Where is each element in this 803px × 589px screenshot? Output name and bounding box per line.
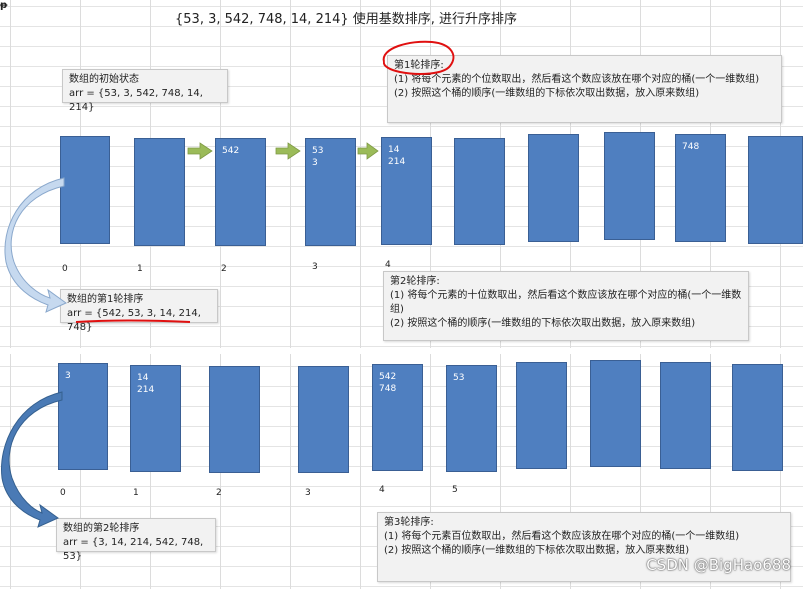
round1-index-1: 1 — [137, 264, 143, 274]
round1-bucket-8: 748 — [675, 134, 726, 242]
round1-bucket-0 — [60, 136, 110, 244]
green-arrow-3 — [357, 142, 379, 160]
round2-index-4: 4 — [379, 485, 385, 495]
round1-bucket-1 — [134, 138, 185, 246]
round2-bucket-4-value: 542 — [379, 372, 397, 382]
round2-bucket-4: 542 748 — [372, 364, 423, 471]
round3-note: 第3轮排序: (1) 将每个元素百位数取出，然后看这个数应该放在哪个对应的桶(一… — [377, 512, 791, 582]
round2-index-3: 3 — [305, 488, 311, 498]
green-arrow-1 — [187, 142, 213, 160]
round2-note-heading: 第2轮排序: — [390, 276, 440, 287]
red-annotation-circle — [382, 40, 455, 75]
round1-bucket-2: 542 — [215, 138, 266, 246]
round2-bucket-9 — [732, 364, 783, 471]
round1-bucket-4-value: 214 — [388, 157, 406, 167]
round1-result-value: arr = {542, 53, 3, 14, 214, 748} — [67, 308, 201, 333]
round1-index-0: 0 — [62, 264, 68, 274]
round2-index-0: 0 — [60, 488, 66, 498]
round1-bucket-7 — [604, 132, 655, 240]
round1-note-step1: (1) 将每个元素的个位数取出，然后看这个数应该放在哪个对应的桶(一个一维数组) — [394, 74, 760, 85]
round2-bucket-2 — [209, 366, 260, 473]
round2-bucket-0-value: 3 — [65, 371, 71, 381]
round1-index-2: 2 — [221, 264, 227, 274]
watermark: CSDN @BigHao688 — [646, 556, 791, 574]
round2-bucket-0: 3 — [58, 363, 108, 470]
round2-result-value: arr = {3, 14, 214, 542, 748, 53} — [63, 537, 204, 562]
round1-index-3: 3 — [312, 262, 318, 272]
round1-result-heading: 数组的第1轮排序 — [67, 294, 144, 305]
round1-note: 第1轮排序: (1) 将每个元素的个位数取出，然后看这个数应该放在哪个对应的桶(… — [387, 55, 782, 123]
round1-note-step2: (2) 按照这个桶的顺序(一维数组的下标依次取出数据，放入原来数组) — [394, 88, 700, 99]
round2-bucket-6 — [516, 362, 567, 469]
initial-state-value: arr = {53, 3, 542, 748, 14, 214} — [69, 88, 203, 113]
round2-bucket-1: 14 214 — [130, 365, 181, 472]
round1-bucket-5 — [454, 138, 505, 245]
round2-index-5: 5 — [452, 485, 458, 495]
round1-bucket-6 — [528, 134, 579, 242]
red-annotation-underline — [75, 319, 191, 323]
round2-bucket-1-value: 214 — [137, 385, 155, 395]
round3-note-step1: (1) 将每个元素百位数取出，然后看这个数应该放在哪个对应的桶(一个一维数组) — [384, 531, 740, 542]
curved-arrow-round2 — [1, 391, 63, 528]
round2-bucket-7 — [590, 360, 641, 467]
page-title: {53, 3, 542, 748, 14, 214} 使用基数排序, 进行升序排… — [175, 12, 518, 27]
round2-bucket-4-value: 748 — [379, 384, 397, 394]
round2-note-step1: (1) 将每个元素的十位数取出，然后看这个数应该放在哪个对应的桶(一个一维数组) — [390, 290, 742, 315]
initial-state-heading: 数组的初始状态 — [69, 74, 139, 85]
curved-arrow-round1 — [4, 177, 67, 313]
round2-note-step2: (2) 按照这个桶的顺序(一维数组的下标依次取出数据，放入原来数组) — [390, 318, 696, 329]
corner-mark: ᵽ — [0, 0, 8, 11]
initial-state-note: 数组的初始状态 arr = {53, 3, 542, 748, 14, 214} — [62, 69, 228, 113]
round1-result-note: 数组的第1轮排序 arr = {542, 53, 3, 14, 214, 748… — [60, 289, 218, 333]
round2-bucket-5-value: 53 — [453, 373, 465, 383]
round3-note-heading: 第3轮排序: — [384, 517, 434, 528]
green-arrow-2 — [275, 142, 301, 160]
round2-index-2: 2 — [216, 488, 222, 498]
round1-bucket-4-value: 14 — [388, 145, 400, 155]
round2-bucket-5: 53 — [446, 365, 497, 472]
round1-bucket-2-value: 542 — [222, 146, 240, 156]
round2-index-1: 1 — [133, 488, 139, 498]
round1-bucket-3-value: 3 — [312, 158, 318, 168]
round2-bucket-8 — [660, 362, 711, 469]
section-divider — [0, 348, 803, 354]
round2-note: 第2轮排序: (1) 将每个元素的十位数取出，然后看这个数应该放在哪个对应的桶(… — [383, 271, 749, 341]
round1-note-heading: 第1轮排序: — [394, 60, 444, 71]
round2-result-note: 数组的第2轮排序 arr = {3, 14, 214, 542, 748, 53… — [56, 518, 216, 562]
round2-bucket-1-value: 14 — [137, 373, 149, 383]
round1-bucket-8-value: 748 — [682, 142, 700, 152]
round1-bucket-3-value: 53 — [312, 146, 324, 156]
round3-note-step2: (2) 按照这个桶的顺序(一维数组的下标依次取出数据，放入原来数组) — [384, 545, 690, 556]
round2-result-heading: 数组的第2轮排序 — [63, 523, 140, 534]
round1-bucket-3: 53 3 — [305, 138, 356, 246]
round2-bucket-3 — [298, 366, 349, 473]
round1-index-4: 4 — [385, 260, 391, 270]
round1-bucket-4: 14 214 — [381, 137, 432, 245]
